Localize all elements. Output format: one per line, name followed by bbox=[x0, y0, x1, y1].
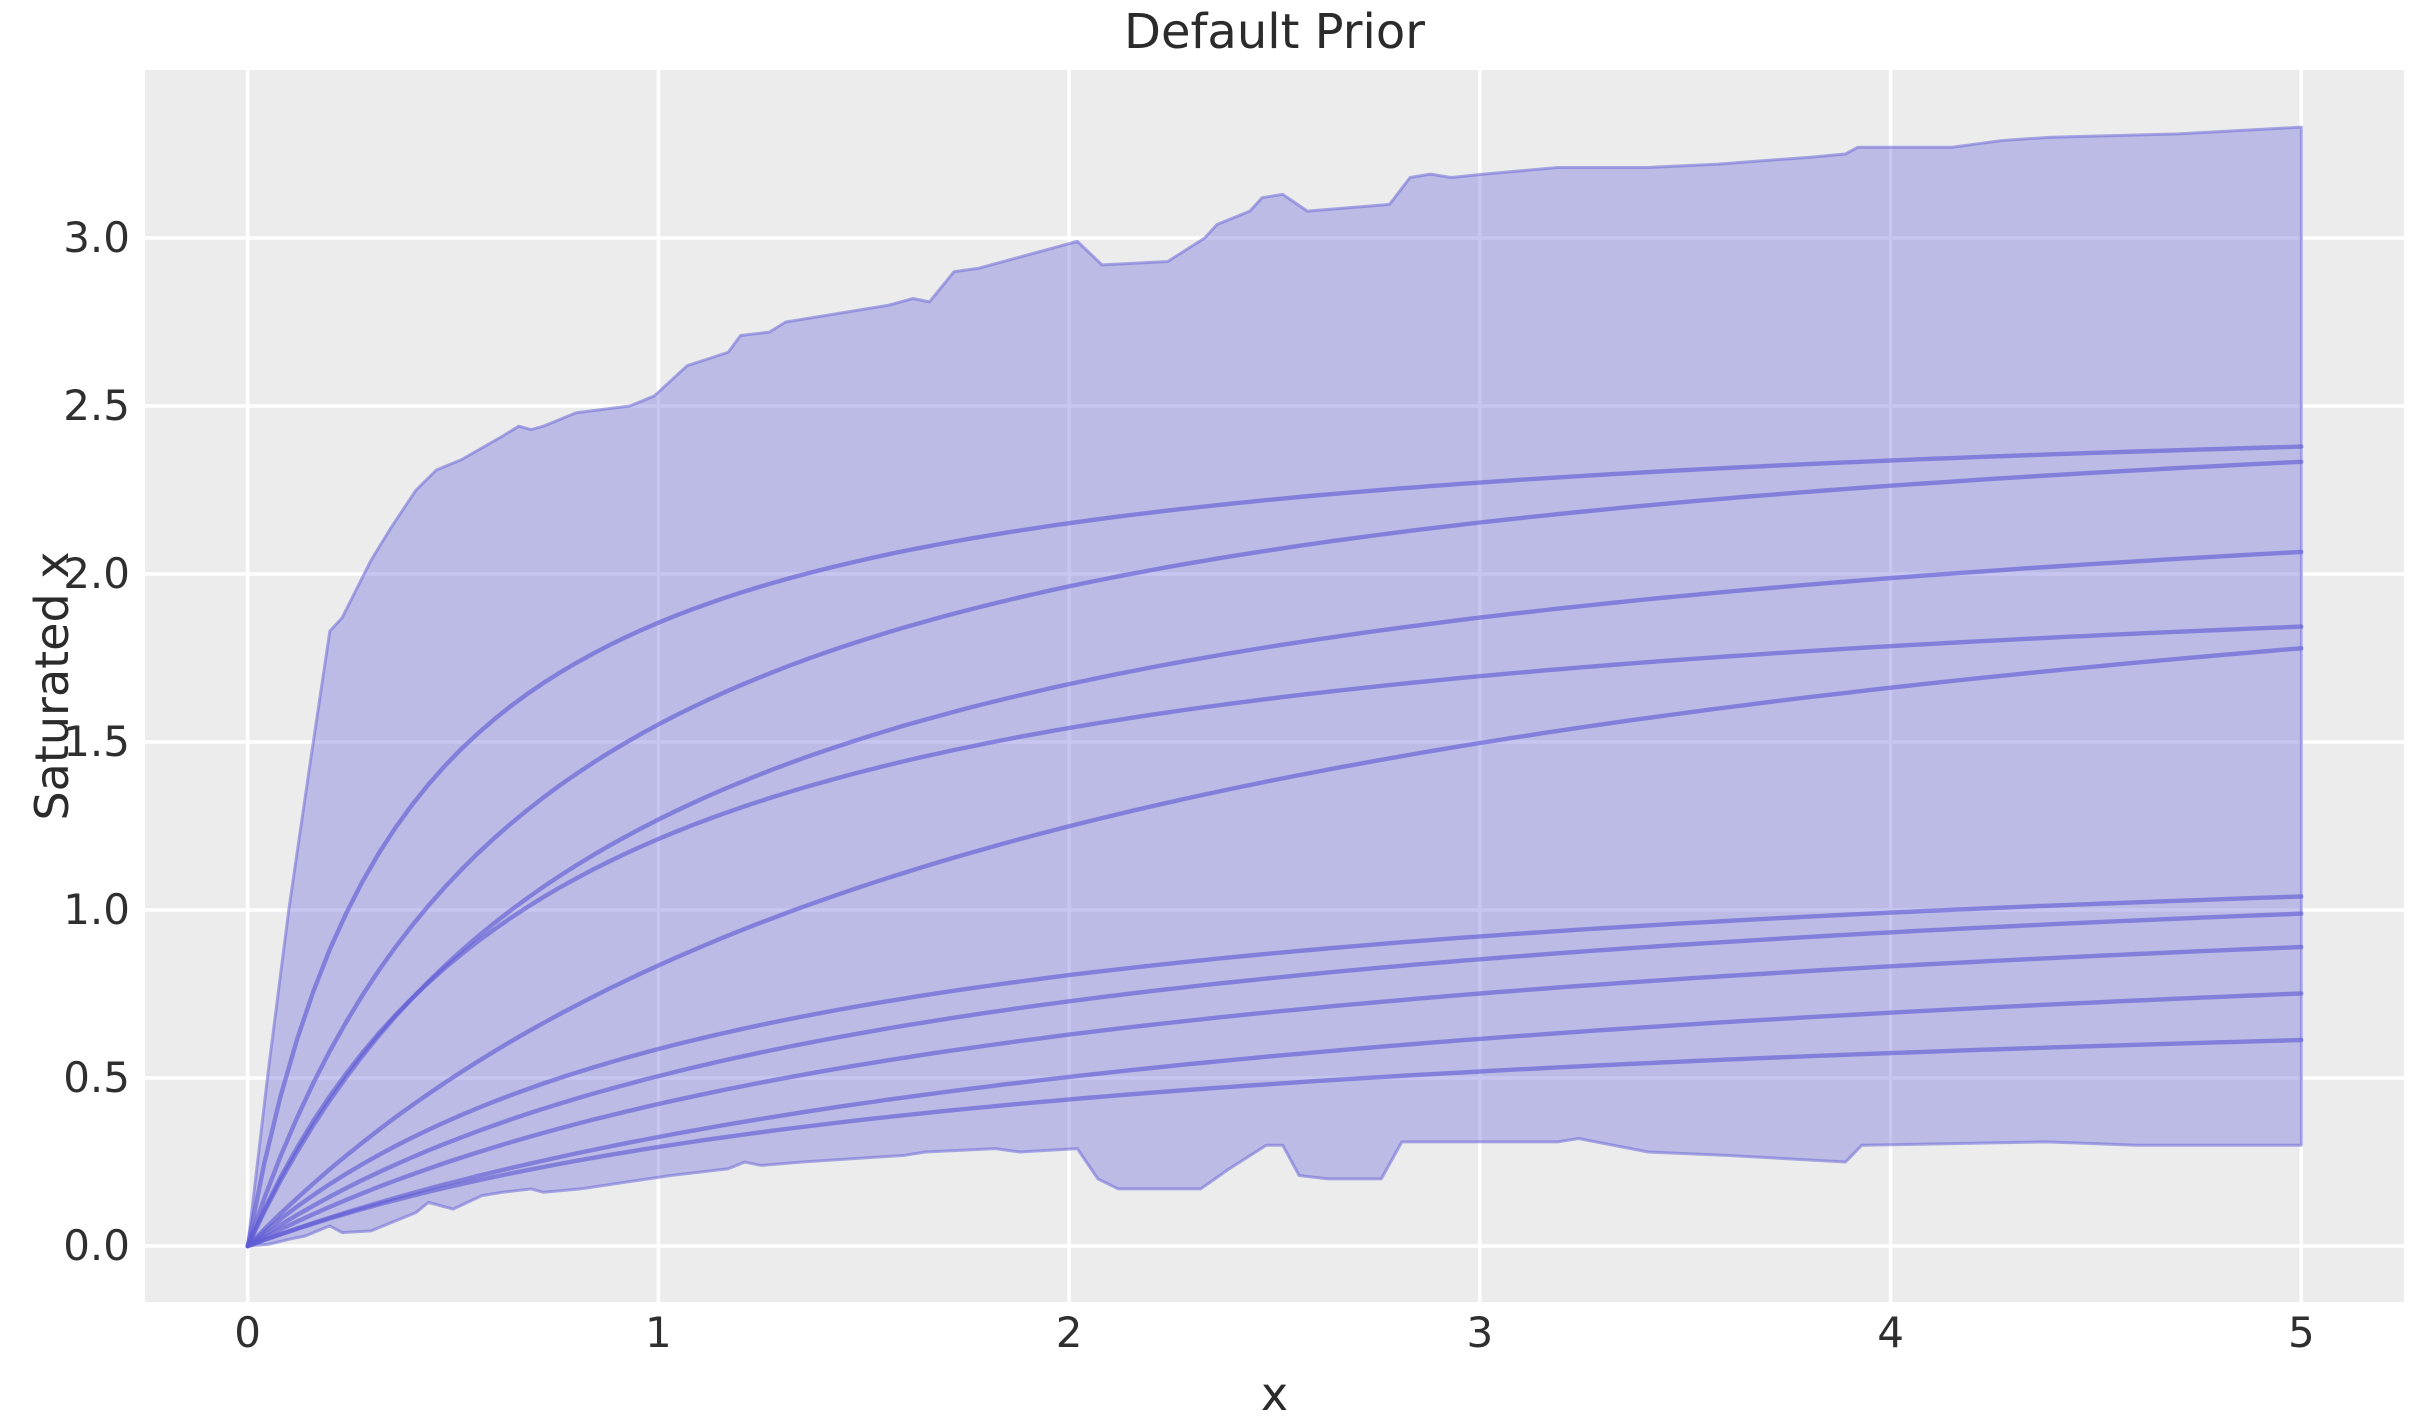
prior-sample-curve bbox=[245, 991, 2304, 1249]
y-tick-label: 0.0 bbox=[63, 1221, 130, 1271]
prior-sample-curve bbox=[245, 549, 2304, 1249]
prior-sample-curve bbox=[245, 459, 2304, 1249]
plot-area bbox=[145, 70, 2404, 1302]
prior-sample-curve bbox=[245, 624, 2304, 1249]
prior-sample-curve bbox=[245, 444, 2304, 1249]
plot-canvas bbox=[145, 70, 2404, 1302]
y-tick-label: 2.0 bbox=[63, 549, 130, 599]
y-tick-label: 0.5 bbox=[63, 1053, 130, 1103]
y-tick-label: 2.5 bbox=[63, 381, 130, 430]
y-tick-label: 1.5 bbox=[63, 717, 130, 767]
y-tick-label: 3.0 bbox=[63, 213, 130, 262]
x-tick-label: 1 bbox=[645, 1308, 672, 1357]
x-tick-label: 5 bbox=[2287, 1308, 2315, 1357]
prior-sample-curve bbox=[245, 911, 2304, 1249]
prior-sample-curve bbox=[245, 944, 2304, 1249]
y-tick-label: 1.0 bbox=[63, 885, 130, 935]
prior-sample-curve bbox=[245, 894, 2304, 1249]
x-tick-label: 3 bbox=[1466, 1308, 1494, 1357]
chart-title: Default Prior bbox=[1124, 4, 1425, 60]
prior-sample-curve bbox=[245, 1037, 2304, 1249]
y-axis-label: Saturated x bbox=[25, 551, 79, 821]
x-tick-label: 4 bbox=[1877, 1308, 1904, 1357]
x-tick-label: 0 bbox=[234, 1308, 262, 1357]
x-axis-label: x bbox=[1260, 1367, 1289, 1421]
prior-sample-curve bbox=[245, 646, 2304, 1249]
x-tick-label: 2 bbox=[1055, 1308, 1083, 1357]
prior-envelope-band bbox=[246, 125, 2303, 1248]
